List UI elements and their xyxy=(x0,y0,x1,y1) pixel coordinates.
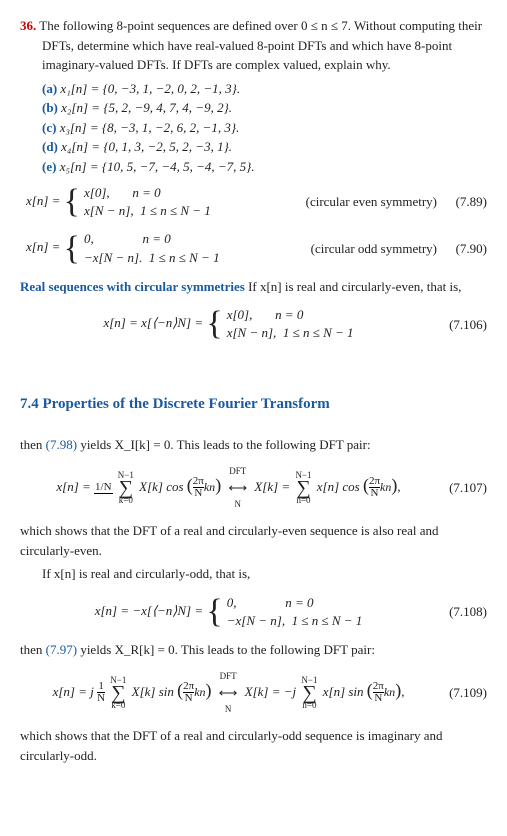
eq7109-num: (7.109) xyxy=(437,683,487,703)
para-after-section: then (7.98) yields X_I[k] = 0. This lead… xyxy=(20,435,487,455)
eq7106-case1: x[0], xyxy=(227,307,253,322)
eq7109-rhs-pre: X[k] = −j xyxy=(245,684,297,699)
section-7-4-heading: 7.4 Properties of the Discrete Fourier T… xyxy=(20,393,487,416)
eq7106-num: (7.106) xyxy=(437,315,487,335)
real-seq-heading: Real sequences with circular symmetries xyxy=(20,279,245,294)
eq7106-lhs: x[n] = x[⟨−n⟩N] = xyxy=(103,315,203,330)
eq7109-arrow-bot: N xyxy=(219,703,238,717)
p7108-post: yields X_R[k] = 0. This leads to the fol… xyxy=(77,642,375,657)
eq7106-cond1: n = 0 xyxy=(275,307,303,322)
equation-7-89: x[n] = { x[0], n = 0 x[N − n], 1 ≤ n ≤ N… xyxy=(20,184,487,220)
part-e-label: (e) xyxy=(42,157,56,177)
eq789-cond1: n = 0 xyxy=(132,185,160,200)
ref-7-97: (7.97) xyxy=(46,642,77,657)
eq789-lhs: x[n] = xyxy=(26,193,60,208)
problem-number: 36. xyxy=(20,18,36,33)
part-a-text: x₁[n] = {0, −3, 1, −2, 0, 2, −1, 3}. xyxy=(60,81,240,96)
para-odd-intro: If x[n] is real and circularly-odd, that… xyxy=(42,564,487,584)
eq7108-cond1: n = 0 xyxy=(285,595,313,610)
eq7109-lhs-pre: x[n] = j xyxy=(53,684,94,699)
eq7109-rhs-body: x[n] sin xyxy=(323,684,364,699)
part-e-text: x₅[n] = {10, 5, −7, −4, 5, −4, −7, 5}. xyxy=(60,159,255,174)
problem-block: 36. The following 8-point sequences are … xyxy=(20,16,487,75)
eq790-cond2: 1 ≤ n ≤ N − 1 xyxy=(149,250,220,265)
ref-7-98: (7.98) xyxy=(46,437,77,452)
p-pre: then xyxy=(20,437,46,452)
eq7107-arrow-bot: N xyxy=(228,498,247,512)
eq789-case1: x[0], xyxy=(84,185,110,200)
part-b-label: (b) xyxy=(42,98,58,118)
eq7108-lhs: x[n] = −x[⟨−n⟩N] = xyxy=(95,603,203,618)
equation-7-107: x[n] = 1/N N−1 ∑ k=0 X[k] cos (2πNkn) DF… xyxy=(20,465,487,512)
eq7108-num: (7.108) xyxy=(437,602,487,622)
eq7106-case2: x[N − n], xyxy=(227,325,277,340)
eq7107-rhs-pre: X[k] = xyxy=(254,479,293,494)
eq7107-arrow-top: DFT xyxy=(228,465,247,479)
eq7108-cond2: 1 ≤ n ≤ N − 1 xyxy=(292,613,363,628)
eq7107-rsum-bot: n=0 xyxy=(295,496,311,505)
eq790-note: (circular odd symmetry) xyxy=(311,239,437,259)
eq7107-lhs-pre: x[n] = xyxy=(56,479,94,494)
equation-7-90: x[n] = { 0, n = 0 −x[N − n]. 1 ≤ n ≤ N −… xyxy=(20,230,487,266)
eq7107-lhs-body: X[k] cos xyxy=(139,479,183,494)
para-after-7107: which shows that the DFT of a real and c… xyxy=(20,521,487,560)
eq790-lhs: x[n] = xyxy=(26,240,60,255)
eq7109-sum-bot: k=0 xyxy=(110,701,126,710)
part-c-label: (c) xyxy=(42,118,56,138)
part-b-text: x₂[n] = {5, 2, −9, 4, 7, 4, −9, 2}. xyxy=(61,100,232,115)
part-d-label: (d) xyxy=(42,137,58,157)
eq7107-rhs-body: x[n] cos xyxy=(317,479,360,494)
eq7108-case2: −x[N − n], xyxy=(227,613,285,628)
real-seq-tail: If x[n] is real and circularly-even, tha… xyxy=(248,279,461,294)
para-final: which shows that the DFT of a real and c… xyxy=(20,726,487,765)
eq790-num: (7.90) xyxy=(437,239,487,259)
part-c-text: x₃[n] = {8, −3, 1, −2, 6, 2, −1, 3}. xyxy=(60,120,240,135)
eq7107-frac: 1/N xyxy=(94,482,113,494)
eq790-case2: −x[N − n]. xyxy=(84,250,142,265)
eq789-cond2: 1 ≤ n ≤ N − 1 xyxy=(140,203,211,218)
equation-7-108: x[n] = −x[⟨−n⟩N] = { 0, n = 0 −x[N − n],… xyxy=(20,594,487,630)
eq7107-num: (7.107) xyxy=(437,478,487,498)
eq790-case1: 0, xyxy=(84,231,94,246)
part-a-label: (a) xyxy=(42,79,57,99)
eq789-note: (circular even symmetry) xyxy=(306,192,437,212)
equation-7-109: x[n] = j 1N N−1 ∑ k=0 X[k] sin (2πNkn) D… xyxy=(20,670,487,717)
eq790-cond1: n = 0 xyxy=(143,231,171,246)
eq789-num: (7.89) xyxy=(437,192,487,212)
problem-stem: The following 8-point sequences are defi… xyxy=(39,18,482,72)
eq7107-sum-bot: k=0 xyxy=(118,496,134,505)
eq7109-lhs-body: X[k] sin xyxy=(132,684,174,699)
p-odd-intro-text: If x[n] is real and circularly-odd, that… xyxy=(42,566,250,581)
p-post: yields X_I[k] = 0. This leads to the fol… xyxy=(77,437,371,452)
eq7106-cond2: 1 ≤ n ≤ N − 1 xyxy=(283,325,354,340)
eq7109-rsum-bot: n=0 xyxy=(301,701,317,710)
real-seq-para: Real sequences with circular symmetries … xyxy=(20,277,487,297)
para-after-7108: then (7.97) yields X_R[k] = 0. This lead… xyxy=(20,640,487,660)
eq789-case2: x[N − n], xyxy=(84,203,134,218)
equation-7-106: x[n] = x[⟨−n⟩N] = { x[0], n = 0 x[N − n]… xyxy=(20,306,487,342)
eq7109-arrow-top: DFT xyxy=(219,670,238,684)
eq7108-case1: 0, xyxy=(227,595,237,610)
part-d-text: x₄[n] = {0, 1, 3, −2, 5, 2, −3, 1}. xyxy=(61,139,232,154)
p7108-pre: then xyxy=(20,642,46,657)
